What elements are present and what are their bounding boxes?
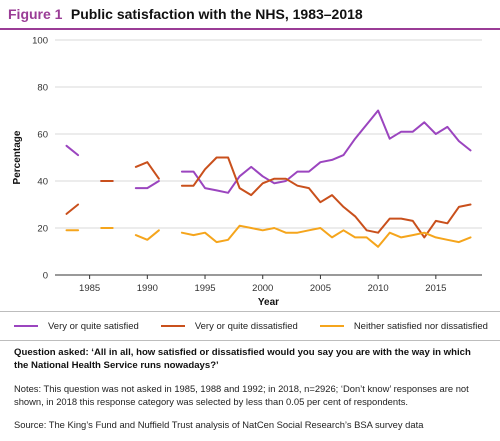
y-tick-label-100: 100: [32, 36, 48, 47]
series-satisfied-segment-2: [134, 180, 160, 190]
series-neither-segment-3: [180, 224, 472, 248]
x-tick-label-1995: 1995: [194, 283, 215, 294]
series-dissatisfied-segment-3: [180, 156, 472, 239]
series-lines: [65, 109, 472, 248]
chart-legend: Very or quite satisfied Very or quite di…: [14, 318, 494, 334]
y-tick-label-80: 80: [37, 83, 48, 94]
legend-label-satisfied: Very or quite satisfied: [48, 320, 139, 332]
y-tick-label-0: 0: [43, 271, 48, 282]
figure-header: Figure 1 Public satisfaction with the NH…: [0, 0, 500, 30]
x-tick-label-1990: 1990: [137, 283, 158, 294]
legend-swatch-satisfied: [14, 324, 38, 328]
line-chart: 0 20 40 60 80 100 1985 1990 1995 2000 2005 2010 2015…: [12, 36, 482, 308]
series-neither-segment-2: [134, 229, 160, 241]
legend-bottom-divider: [0, 340, 500, 341]
legend-swatch-neither: [319, 324, 344, 328]
survey-question: Question asked: ‘All in all, how satisfi…: [14, 347, 471, 371]
x-tick-label-2005: 2005: [310, 283, 331, 294]
series-satisfied-segment-3: [180, 109, 472, 194]
series-dissatisfied-segment-2: [134, 161, 160, 180]
series-satisfied-segment-0: [65, 144, 80, 157]
legend-label-dissatisfied: Very or quite dissatisfied: [194, 320, 298, 332]
figure-label: Figure 1: [8, 6, 63, 22]
chart-notes: Notes: This question was not asked in 19…: [14, 383, 469, 407]
x-axis-title: Year: [258, 297, 279, 308]
legend-item-dissatisfied: Very or quite dissatisfied: [160, 320, 298, 332]
series-dissatisfied-segment-0: [65, 203, 80, 215]
gridlines: [55, 39, 482, 229]
x-tick-label-2010: 2010: [368, 283, 389, 294]
y-tick-label-20: 20: [37, 224, 48, 235]
legend-top-divider: [0, 311, 500, 312]
y-tick-label-60: 60: [37, 130, 48, 141]
axes: 0 20 40 60 80 100 1985 1990 1995 2000 2005 2010 2015: [32, 36, 482, 294]
x-tick-label-2000: 2000: [252, 283, 273, 294]
legend-swatch-dissatisfied: [160, 324, 185, 328]
legend-label-neither: Neither satisfied nor dissatisfied: [353, 320, 488, 332]
y-axis-title: Percentage: [12, 130, 23, 184]
legend-item-satisfied: Very or quite satisfied: [14, 321, 139, 332]
legend-item-neither: Neither satisfied nor dissatisfied: [319, 320, 488, 332]
x-tick-label-2015: 2015: [425, 283, 446, 294]
y-tick-label-40: 40: [37, 177, 48, 188]
figure-title: Public satisfaction with the NHS, 1983–2…: [70, 6, 363, 22]
x-tick-label-1985: 1985: [79, 283, 100, 294]
chart-source: Source: The King’s Fund and Nuffield Tru…: [14, 419, 424, 430]
